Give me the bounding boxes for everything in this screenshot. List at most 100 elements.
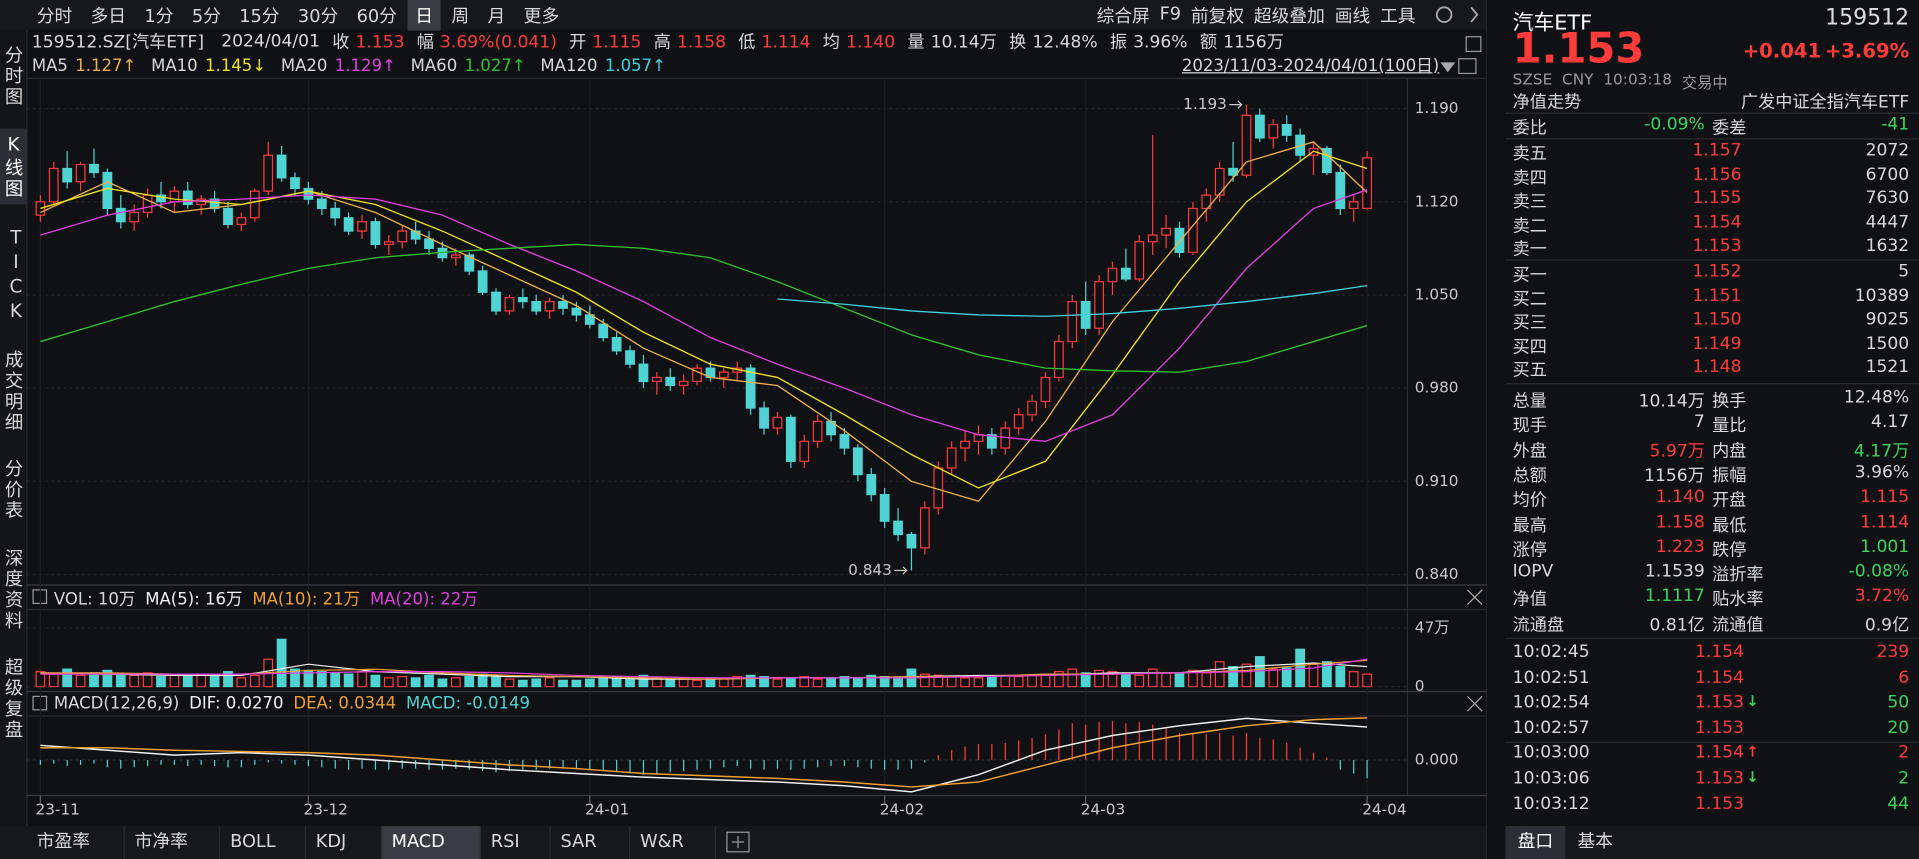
stat-value: -0.08% — [1848, 561, 1910, 582]
volume-bar — [1241, 663, 1252, 688]
volume-bar — [169, 674, 180, 688]
period-tab[interactable]: 月 — [487, 6, 506, 27]
candle-body — [558, 300, 568, 309]
candle-body — [263, 154, 274, 192]
period-tab[interactable]: 60分 — [356, 6, 397, 27]
stat-value: 5.97万 — [1649, 441, 1705, 461]
quote-item: 低 1.114 — [738, 29, 810, 53]
settings-icon[interactable] — [1435, 6, 1453, 23]
tool-button[interactable]: 综合屏 — [1096, 6, 1150, 27]
candle-body — [424, 238, 434, 249]
fund-full-name: 广发中证全指汽车ETF — [1740, 93, 1910, 113]
volume-bar — [397, 676, 408, 688]
book-label: 卖三 — [1512, 192, 1547, 212]
sidebar-tab[interactable]: 分时图 — [2, 44, 25, 108]
candle-body — [62, 167, 73, 183]
expand-icon[interactable] — [1458, 58, 1477, 75]
quote-item: 高 1.158 — [654, 29, 726, 53]
tick-time: 10:02:51 — [1512, 667, 1590, 688]
macd-hist-label: MACD: -0.0149 — [405, 693, 531, 714]
tool-button[interactable]: F9 — [1159, 4, 1182, 25]
period-tab[interactable]: 多日 — [90, 6, 127, 27]
candle-body — [477, 270, 488, 293]
add-tab-plus[interactable] — [731, 835, 745, 849]
volume-bar — [182, 676, 193, 688]
panel-tab[interactable]: 盘口 — [1505, 826, 1566, 859]
book-label: 买三 — [1512, 313, 1547, 334]
period-tab[interactable]: 周 — [451, 6, 470, 27]
stat-value: -0.09% — [1644, 115, 1705, 135]
range-label[interactable]: 2023/11/03-2024/04/01(100日) — [1181, 56, 1440, 76]
candle-body — [115, 207, 126, 223]
volume-bar — [1348, 671, 1359, 688]
volume-bar — [759, 676, 769, 688]
volume-bar — [223, 671, 233, 688]
sidebar-tab[interactable]: 深度资料 — [2, 548, 25, 632]
panel-tab[interactable]: 基本 — [1577, 832, 1614, 852]
indicator-tab[interactable]: SAR — [551, 826, 631, 859]
change: +0.041 — [1742, 39, 1822, 63]
stat-value: -41 — [1881, 115, 1910, 135]
indicator-tab[interactable]: MACD — [381, 826, 481, 859]
period-tab[interactable]: 日 — [407, 0, 441, 30]
period-tab[interactable]: 更多 — [523, 6, 560, 27]
date: 2024/04/01 — [221, 31, 320, 52]
quote-panel: 汽车ETF 159512 1.153 +0.041 +3.69% SZSE CNY 10:03… — [1505, 0, 1919, 859]
period-tab[interactable]: 30分 — [297, 6, 339, 27]
indicator-tab[interactable]: 市盈率 — [27, 826, 125, 859]
volume-bar — [1067, 668, 1078, 688]
indicator-tab[interactable]: KDJ — [306, 826, 382, 859]
stat-label: 委差 — [1712, 118, 1747, 139]
indicator-tab[interactable]: BOLL — [220, 826, 306, 859]
tool-button[interactable]: 前复权 — [1190, 6, 1245, 27]
range-dropdown[interactable] — [1440, 62, 1456, 73]
macd-header: MACD(12,26,9) DIF: 0.0270 DEA: 0.0344 MACD:… — [54, 691, 530, 715]
add-tab[interactable] — [726, 831, 750, 853]
stat-label: 流通盘 — [1512, 615, 1565, 635]
period-tab[interactable]: 15分 — [239, 6, 280, 27]
candle-body — [960, 440, 970, 449]
layout-icon[interactable] — [1465, 36, 1482, 53]
indicator-tab[interactable]: 市净率 — [125, 826, 221, 859]
close-icon[interactable] — [1466, 695, 1483, 712]
candle-body — [290, 177, 300, 190]
annotation-arrow-head — [902, 566, 908, 575]
indicator-line — [40, 717, 1368, 788]
stat-value: 10.14万 — [1638, 391, 1705, 412]
volume-bar — [1268, 668, 1279, 688]
volume-bar — [946, 676, 957, 688]
indicator-tab[interactable]: W&R — [630, 826, 716, 859]
volume-bar — [1053, 671, 1064, 688]
quote-label: 额 — [1199, 33, 1217, 53]
tick-time: 10:03:00 — [1512, 743, 1590, 763]
sidebar-tab[interactable]: 超级复盘 — [2, 657, 25, 741]
sidebar-tab[interactable]: TICK — [4, 225, 27, 324]
tool-button[interactable]: 画线 — [1334, 6, 1371, 27]
period-tab[interactable]: 1分 — [144, 6, 174, 27]
separator — [1505, 112, 1919, 114]
tool-button[interactable]: 超级叠加 — [1253, 6, 1325, 27]
sidebar-tab[interactable]: 成交明细 — [2, 349, 25, 434]
period-tab[interactable]: 5分 — [191, 6, 221, 27]
candle-body — [611, 336, 622, 352]
candle-body — [316, 198, 327, 210]
stat-label: 振幅 — [1712, 466, 1747, 486]
close-icon[interactable] — [1466, 589, 1483, 606]
book-volume: 1500 — [1865, 333, 1910, 354]
next-icon[interactable] — [1470, 6, 1479, 23]
candle-body — [986, 434, 997, 449]
period-tab[interactable]: 分时 — [36, 6, 73, 27]
candle-body — [357, 221, 367, 232]
indicator-tab[interactable]: RSI — [481, 826, 551, 859]
stat-value: 1156万 — [1644, 466, 1705, 486]
sidebar-tab[interactable]: 分价表 — [2, 459, 25, 522]
tool-button[interactable]: 工具 — [1379, 6, 1416, 27]
candle-body — [276, 154, 287, 179]
ma-name: MA10 — [151, 56, 198, 76]
volume-header: VOL: 10万 MA(5): 16万 MA(10): 21万 MA(20): 22万 — [54, 585, 478, 610]
sidebar-tab[interactable]: K线图 — [0, 128, 27, 205]
book-price: 1.149 — [1692, 333, 1742, 354]
indicator-line — [40, 658, 1368, 679]
nav-tab[interactable]: 净值走势 — [1512, 93, 1582, 113]
book-label: 卖四 — [1512, 168, 1547, 188]
